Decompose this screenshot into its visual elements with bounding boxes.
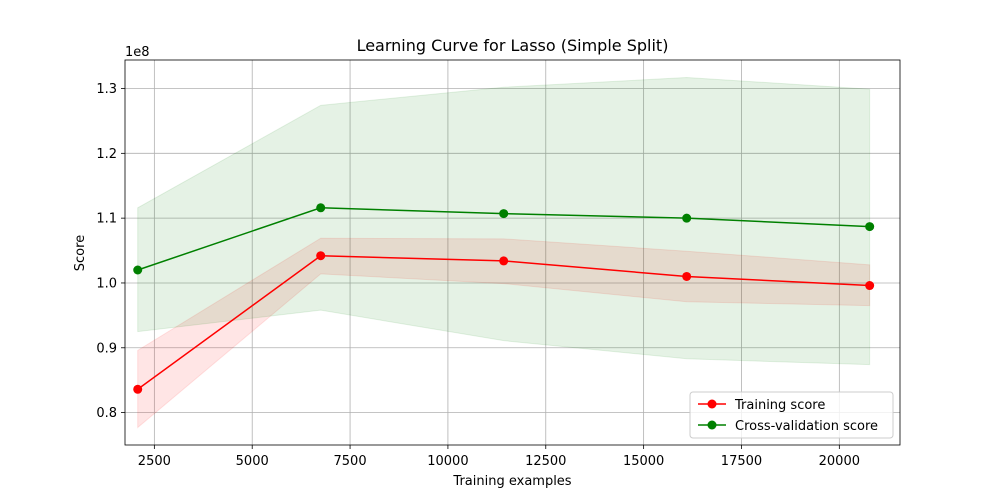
y-tick-label: 1.3 <box>96 82 117 97</box>
plot-area: 2500 5000 7500 10000 12500 15000 17500 20000 0.8… <box>96 59 901 469</box>
legend-label-training: Training score <box>734 398 825 413</box>
y-tick-label: 1.1 <box>96 212 117 227</box>
y-tick-label: 1.2 <box>96 147 117 162</box>
data-point-cross-validation <box>316 203 326 213</box>
x-tick-label: 10000 <box>427 454 468 469</box>
y-tick-label: 0.8 <box>96 406 117 421</box>
x-tick-label: 12500 <box>525 454 566 469</box>
legend-marker-cross-validation <box>707 420 717 430</box>
data-point-cross-validation <box>499 209 509 219</box>
x-tick-label: 17500 <box>721 454 762 469</box>
chart-title: Learning Curve for Lasso (Simple Split) <box>357 36 669 55</box>
x-tick-label: 7500 <box>334 454 367 469</box>
x-tick-label: 15000 <box>623 454 664 469</box>
legend-marker-training <box>707 399 717 409</box>
y-offset-label: 1e8 <box>125 45 150 60</box>
data-point-training <box>316 251 326 261</box>
legend-label-cross-validation: Cross-validation score <box>735 419 878 434</box>
y-tick-label: 1.0 <box>96 276 117 291</box>
legend-box <box>689 391 894 439</box>
data-point-training <box>133 384 143 394</box>
data-point-cross-validation <box>133 265 143 275</box>
legend: Training score Cross-validation score <box>689 391 894 439</box>
axes-frame <box>124 59 901 446</box>
y-axis-label: Score <box>73 235 88 271</box>
data-point-training <box>682 271 692 281</box>
data-point-training <box>499 256 509 266</box>
data-point-cross-validation <box>682 213 692 223</box>
x-tick-label: 20000 <box>819 454 860 469</box>
x-tick-label: 2500 <box>138 454 171 469</box>
x-axis-label: Training examples <box>452 474 571 489</box>
y-tick-label: 0.9 <box>96 341 117 356</box>
x-tick-label: 5000 <box>236 454 269 469</box>
confidence-band-cross-validation <box>137 76 871 366</box>
confidence-band-training <box>137 237 871 429</box>
data-point-cross-validation <box>865 222 875 232</box>
data-point-training <box>865 281 875 291</box>
